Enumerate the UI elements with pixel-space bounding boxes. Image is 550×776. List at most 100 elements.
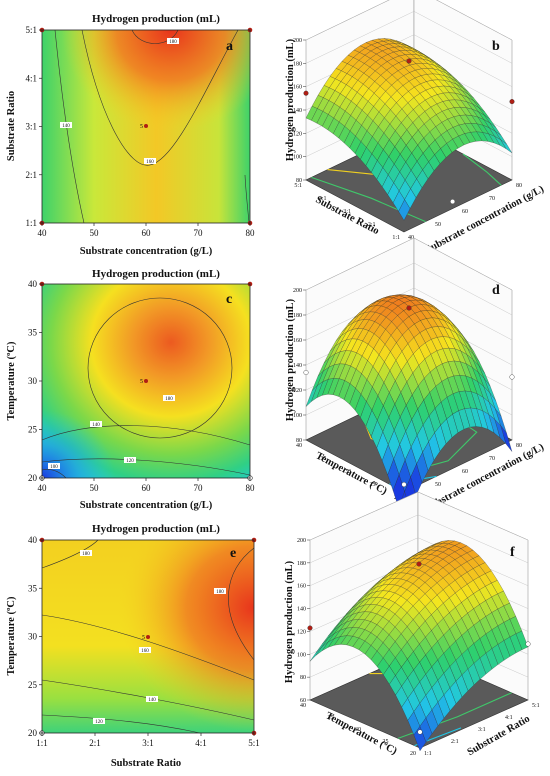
z-tick-label: 120 [293,388,302,394]
z-tick-label: 60 [300,698,306,704]
x-tick-label: 70 [489,456,495,462]
wall-gridline [305,237,513,291]
x-tick-label: 5:1 [532,703,540,709]
contour-label [48,463,60,469]
center-point [144,379,148,383]
panel-a: Hydrogen production (mL) 180 160 140 5 a… [6,13,255,257]
y-tick-label: 40 [296,443,302,449]
panel-c-contour-140 [41,425,251,446]
x-tick-label: 50 [90,228,100,238]
contour-label [163,395,175,401]
x-tick-label: 50 [435,222,441,228]
contour-label [90,421,102,427]
panel-b-letter: b [492,39,500,54]
y-tick-label: 5:1 [294,183,302,189]
panel-a-contour-140 [54,29,85,224]
y-tick-label: 35 [328,715,334,721]
y-tick-label: 20 [28,473,38,483]
contour-label-text: 140 [92,423,100,428]
x-tick-label: 70 [194,483,204,493]
z-tick-label: 180 [293,61,302,67]
panel-b-surface [303,38,515,221]
x-tick-label: 5:1 [248,738,260,748]
y-tick-label: 2:1 [25,170,37,180]
x-tick-label: 40 [408,235,414,241]
contour-label [139,647,151,653]
wall-gridline [309,537,529,586]
z-tick-label: 140 [293,108,302,114]
y-tick-label: 3:1 [25,122,37,132]
panel-c-y-axis: 20 25 30 35 40 [28,279,42,483]
z-tick-label: 80 [300,675,306,681]
y-tick-label: 4:1 [319,196,327,202]
design-point [509,99,515,105]
z-tick-label: 160 [293,85,302,91]
contour-label [93,718,105,724]
design-point [406,305,412,311]
panel-a-x-axis: 40 50 60 70 80 [38,223,256,238]
z-tick-label: 200 [297,538,306,544]
center-point-label: 5 [140,379,143,385]
x-tick-label: 4:1 [505,715,513,721]
design-point [417,729,423,735]
wall-gridline [305,0,513,41]
y-tick-label: 20 [410,751,416,757]
z-tick-label: 80 [296,438,302,444]
panel-f-surface [307,540,531,752]
y-tick-label: 5:1 [25,25,37,35]
surface-patch [413,726,427,752]
panel-e-title: Hydrogen production (mL) [92,523,220,535]
panel-e-x-axis: 1:1 2:1 3:1 4:1 5:1 [36,733,260,748]
panel-a-letter: a [226,39,233,54]
design-point [450,199,456,205]
y-tick-label: 35 [321,456,327,462]
wall-gridline [309,514,529,564]
panel-c-contour-180 [87,297,233,439]
x-tick-label: 80 [246,228,256,238]
contour-label [144,158,156,164]
contour-label-text: 140 [148,698,156,703]
panel-c-letter: c [226,292,232,307]
design-point [303,370,309,376]
x-tick-label: 60 [462,209,468,215]
contour-label [146,696,158,702]
panel-a-y-axis: 1:1 2:1 3:1 4:1 5:1 [25,25,42,228]
panel-e-contour-120 [41,714,201,734]
y-tick-label: 25 [370,482,376,488]
contour-label [80,550,92,556]
panel-a-contour-180 [131,29,179,44]
center-point-label: 5 [140,124,143,130]
y-tick-label: 30 [355,727,361,733]
x-tick-label: 40 [38,483,48,493]
x-tick-label: 50 [90,483,100,493]
z-tick-label: 100 [293,413,302,419]
panel-d: 8010012014016018020040506070802025303540… [285,237,546,527]
z-tick-label: 200 [293,288,302,294]
z-tick-label: 160 [293,338,302,344]
x-tick-label: 4:1 [195,738,207,748]
surface-patch [398,199,411,221]
contour-label-text: 180 [169,40,177,45]
contour-label [214,588,226,594]
z-tick-label: 200 [293,38,302,44]
panel-a-contour-160 [81,29,239,166]
panel-a-xlabel: Substrate concentration (g/L) [80,246,213,257]
y-tick-label: 25 [28,425,38,435]
panel-e: Hydrogen production (mL) 180 180 160 140… [6,523,260,769]
panel-c-xlabel: Substrate concentration (g/L) [80,500,213,511]
y-tick-label: 25 [28,680,38,690]
panel-a-contour-140b [244,174,250,224]
x-tick-label: 70 [194,228,204,238]
panel-e-contour-180b [228,547,255,661]
panel-e-letter: e [230,546,236,561]
z-tick-label: 120 [293,131,302,137]
x-tick-label: 2:1 [89,738,101,748]
design-point [303,90,309,96]
contour-label-text: 120 [126,459,134,464]
panel-a-title: Hydrogen production (mL) [92,13,220,25]
center-point [144,124,148,128]
design-point [406,58,412,64]
panel-e-ylabel: Temperature (ºC) [6,596,17,675]
contour-label-text: 180 [165,397,173,402]
z-tick-label: 180 [293,313,302,319]
